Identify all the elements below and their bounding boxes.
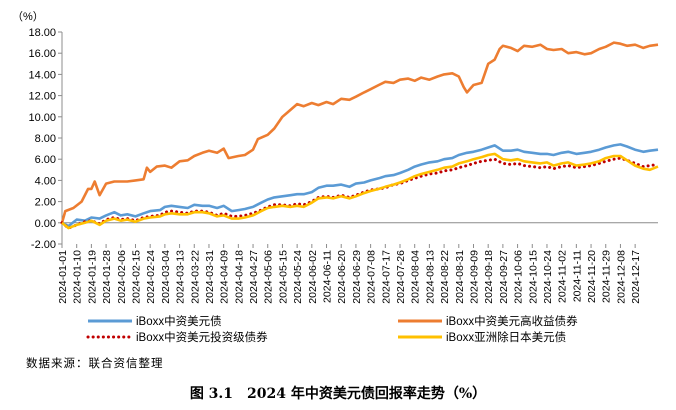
source-note: 数据来源：联合资信整理 [26,356,164,370]
legend-label-3: iBoxx中资美元投资级债券 [136,330,268,344]
series-lines [60,41,660,230]
x-tick-label: 2024-02-24 [145,250,157,304]
series-line-2 [60,41,659,224]
x-tick-label: 2024-11-20 [586,250,598,303]
y-tick-label: -2.00 [31,239,56,251]
x-tick-label: 2024-08-31 [454,250,466,304]
x-tick-label: 2024-11-11 [571,250,583,302]
series-line-4 [61,152,659,230]
x-tick-label: 2024-10-06 [513,250,525,304]
y-axis: 18.00 16.00 14.00 12.00 10.00 8.00 6.00 4.00 2.0… [28,27,63,251]
x-tick-label: 2024-06-29 [351,250,363,304]
x-tick-label: 2024-02-15 [130,250,142,304]
x-tick-label: 2024-07-08 [366,250,378,304]
x-tick-label: 2024-01-01 [57,250,69,304]
x-tick-label: 2024-10-24 [542,250,554,304]
x-tick-label: 2024-10-15 [527,250,539,304]
x-tick-label: 2024-04-27 [248,250,260,304]
x-tick-label: 2024-05-06 [263,250,275,304]
x-tick-label: 2024-01-19 [86,250,98,304]
x-tick-label: 2024-04-18 [233,250,245,304]
x-axis: 2024-01-01 2024-01-10 2024-01-19 2024-01-28… [57,222,658,304]
x-tick-label: 2024-07-26 [395,250,407,304]
y-tick-label: 2.00 [35,197,56,209]
legend-label-2: iBoxx中资美元高收益债券 [446,314,578,328]
legend-label-1: iBoxx中资美元债 [136,314,222,328]
x-tick-label: 2024-03-04 [160,250,172,304]
legend: iBoxx中资美元债 iBoxx中资美元高收益债券 iBoxx中资美元投资级债券 iB… [86,314,578,344]
x-tick-label: 2024-01-10 [72,250,84,304]
x-tick-label: 2024-09-27 [498,250,510,304]
x-tick-label: 2024-02-06 [116,250,128,304]
x-tick-label: 2024-03-13 [175,250,187,304]
figure-caption: 图 3.1 2024 年中资美元债回报率走势（%） [189,386,487,402]
legend-label-4: iBoxx亚洲除日本美元债 [446,330,566,344]
x-tick-label: 2024-08-22 [439,250,451,304]
y-tick-label: 8.00 [35,133,56,145]
x-tick-label: 2024-03-22 [189,250,201,304]
series-line-1 [61,143,659,228]
x-tick-label: 2024-01-28 [101,250,113,304]
y-unit-label: （%） [12,10,44,23]
x-tick-label: 2024-09-18 [483,250,495,304]
x-tick-label: 2024-11-02 [557,250,569,303]
x-tick-label: 2024-05-24 [292,250,304,304]
return-line-chart: （%） 18.00 16.00 14.00 12.00 10.00 8.00 6.00 4.0… [12,10,660,344]
y-tick-label: 10.00 [28,112,56,124]
x-tick-label: 2024-06-20 [336,250,348,304]
x-tick-label: 2024-04-09 [219,250,231,304]
x-tick-label: 2024-05-15 [277,250,289,304]
x-tick-label: 2024-09-09 [468,250,480,304]
y-tick-label: 6.00 [35,154,56,166]
x-tick-label: 2024-06-02 [307,250,319,304]
y-tick-label: 18.00 [28,27,56,39]
x-tick-label: 2024-03-31 [204,250,216,304]
y-tick-label: 12.00 [28,91,56,103]
x-tick-label: 2024-08-13 [424,250,436,304]
y-tick-label: 14.00 [28,69,56,81]
x-tick-label: 2024-08-04 [410,250,422,304]
y-tick-label: 16.00 [28,48,56,60]
x-tick-label: 2024-12-08 [615,250,627,304]
series-line-3 [60,156,660,230]
x-tick-label: 2024-07-17 [380,250,392,304]
x-tick-label: 2024-11-29 [601,250,613,303]
y-tick-label: 4.00 [35,175,56,187]
x-tick-label: 2024-12-17 [630,250,642,304]
x-tick-label: 2024-06-11 [322,250,334,303]
y-tick-label: 0.00 [35,218,56,230]
